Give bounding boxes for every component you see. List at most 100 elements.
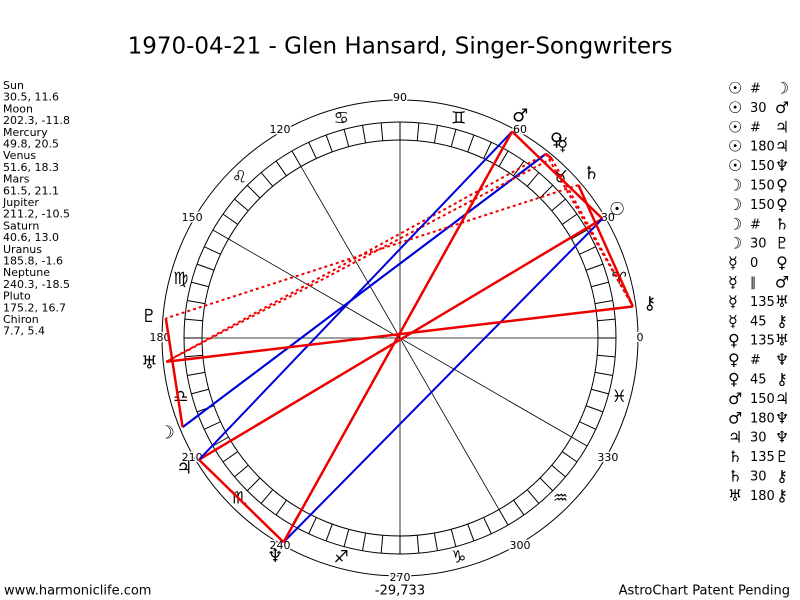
planet-coords: 175.2, 16.7 [3,301,66,314]
planet-glyph: ♀ [550,130,563,151]
planet-coords: 211.2, -10.5 [3,208,70,221]
planet-name: Mercury [3,126,48,139]
aspect-a: ♀ [728,350,740,369]
aspect-kind: 30 [750,431,767,446]
aspect-b: ♃ [775,137,789,156]
ring-tick [597,354,616,358]
zodiac-sign: ♍ [173,269,188,289]
ring-tick [526,172,540,187]
ring-tick [204,246,221,255]
aspect-line [165,157,553,363]
aspect-b: ♀ [776,253,788,272]
aspect-b: ♆ [775,428,789,447]
aspect-a: ☽ [728,234,742,253]
aspect-line [165,152,547,363]
aspect-kind: 150 [750,179,775,194]
aspect-a: ♀ [728,331,740,350]
planet-glyph: ♄ [583,163,599,184]
aspect-b: ♂ [775,98,789,117]
ring-tick [212,436,229,447]
ring-tick [184,354,203,358]
aspect-kind: 45 [750,314,767,329]
ring-tick [526,489,540,504]
ring-tick [571,436,588,447]
ring-tick [591,281,609,288]
aspect-a: ☿ [728,253,738,272]
ring-tick [467,523,475,542]
aspect-b: ⚷ [776,486,788,505]
degree-label: 300 [510,539,531,552]
zodiac-sign: ♌ [232,167,247,187]
aspect-a: ♂ [728,408,742,427]
planet-glyph: ♇ [141,306,157,327]
aspect-line [550,158,634,307]
aspect-kind: # [750,82,761,97]
ring-tick [187,371,206,377]
aspect-b: ☽ [775,79,789,98]
aspect-kind: 135 [750,295,775,310]
score: -29,733 [375,584,425,599]
ring-tick [246,477,261,492]
aspect-kind: 150 [750,198,775,213]
aspect-b: ♇ [775,234,789,253]
ring-tick [579,246,596,255]
aspect-b: ♃ [775,389,789,408]
site-link: www.harmoniclife.com [4,584,151,599]
aspect-b: ♇ [775,447,789,466]
ring-tick [416,122,420,141]
ring-tick [361,125,367,144]
aspect-b: ♆ [775,408,789,427]
ring-tick [585,263,604,271]
aspect-b: ♄ [775,214,789,233]
ring-tick [234,198,249,212]
zodiac-sign: ♎ [173,387,188,407]
aspect-line [545,153,634,308]
degree-label: 120 [270,123,291,136]
planet-coords: 40.6, 13.0 [3,231,59,244]
planet-name: Pluto [3,290,31,303]
aspect-kind: ∥ [750,276,757,291]
aspect-line [198,217,604,461]
ring-tick [325,523,333,542]
axis-line [228,238,572,438]
aspect-b: ♆ [775,350,789,369]
zodiac-sign: ♑ [451,547,466,567]
planet-glyph: ☉ [609,199,625,220]
aspect-line [181,153,547,428]
ring-tick [291,150,302,167]
degree-label: 180 [150,331,171,344]
planet-name: Moon [3,102,33,115]
aspect-b: ⚷ [776,311,788,330]
aspect-a: ♅ [728,486,742,505]
aspect-a: ☉ [728,156,742,175]
ring-tick [222,451,239,463]
zodiac-sign: ♐ [334,547,349,567]
aspect-b: ♅ [775,292,789,311]
ring-tick [591,388,609,395]
aspect-b: ♀ [776,195,788,214]
planet-glyph: ☽ [159,423,175,444]
aspect-a: ☿ [728,273,738,292]
planet-coords: 30.5, 11.6 [3,91,59,104]
aspect-kind: 150 [750,159,775,174]
planet-coords: 240.3, -18.5 [3,278,70,291]
ring-tick [450,529,457,547]
aspect-kind: 135 [750,334,775,349]
ring-tick [361,532,367,551]
aspect-a: ☿ [728,292,738,311]
degree-label: 90 [393,91,407,104]
aspect-kind: 180 [750,489,775,504]
aspect-kind: # [750,353,761,368]
ring-tick [551,464,566,478]
ring-tick [325,134,333,153]
ring-tick [191,281,209,288]
degree-label: 0 [637,331,644,344]
chart-title: 1970-04-21 - Glen Hansard, Singer-Songwr… [128,34,673,60]
ring-tick [343,129,350,147]
aspect-kind: 45 [750,373,767,388]
ring-tick [450,129,457,147]
aspect-kind: 30 [750,470,767,485]
ring-tick [433,532,439,551]
ring-tick [380,535,384,554]
